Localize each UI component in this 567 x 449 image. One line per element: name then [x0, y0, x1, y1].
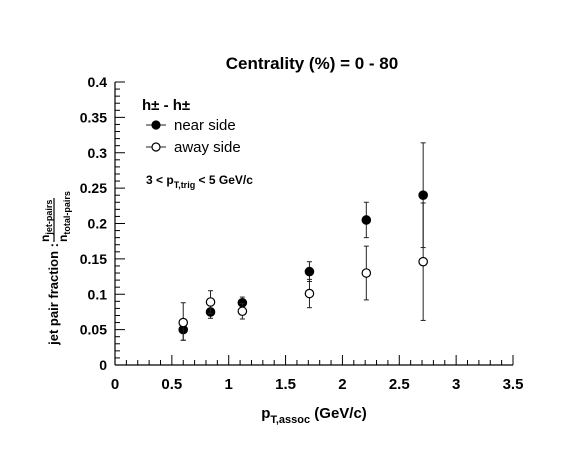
- y-axis-label-num-sub: jet-pairs: [44, 200, 54, 236]
- y-tick-label: 0.1: [88, 286, 108, 302]
- y-tick-label: 0.25: [80, 180, 107, 196]
- x-axis-label: pT,assoc (GeV/c): [261, 405, 367, 426]
- y-axis-label-numerator: njet-pairs: [38, 200, 54, 242]
- trigger-annotation-sub: T,trig: [174, 180, 196, 190]
- y-axis-label-den-main: n: [56, 235, 70, 242]
- y-tick-label: 0.15: [80, 251, 107, 267]
- legend-item: near side: [146, 117, 236, 134]
- y-tick-label: 0.4: [88, 74, 108, 90]
- legend: h± - h± near side away side 3 < pT,trig <…: [142, 97, 253, 190]
- data-point-filled: [304, 266, 315, 277]
- y-axis-label-num-main: n: [38, 235, 52, 242]
- data-point-open: [205, 297, 216, 307]
- legend-marker-open: [151, 142, 161, 152]
- ticks: 0 0.5 1 1.5 2 2.5 3 3.5 0 0.05 0.1 0.15 0.2 0.25 0.3 0.…: [80, 74, 524, 393]
- y-tick-label: 0.05: [80, 322, 107, 338]
- legend-header: h± - h±: [142, 97, 190, 114]
- x-axis-label-main: p: [261, 405, 270, 422]
- legend-label: near side: [174, 117, 236, 134]
- y-axis-label-denominator: ntotal-pairs: [56, 191, 72, 242]
- plot-area: [178, 142, 428, 341]
- x-axis-label-tail: (GeV/c): [310, 405, 367, 422]
- data-point-filled: [361, 215, 372, 225]
- x-tick-label: 0.5: [161, 376, 182, 393]
- data-point-open: [361, 268, 372, 278]
- x-tick-label: 1: [225, 376, 233, 393]
- y-tick-label: 0.2: [88, 216, 108, 232]
- x-tick-label: 1.5: [275, 376, 296, 393]
- x-tick-label: 2.5: [389, 376, 410, 393]
- y-tick-label: 0: [99, 357, 107, 373]
- x-tick-label: 3.5: [503, 376, 524, 393]
- y-axis-label-den-sub: total-pairs: [62, 191, 72, 235]
- y-axis-label-main: jet pair fraction :: [46, 243, 61, 346]
- legend-label: away side: [174, 139, 241, 156]
- legend-marker-filled: [151, 120, 161, 130]
- legend-item: away side: [146, 139, 241, 156]
- data-point-open: [418, 256, 428, 267]
- y-axis-label: jet pair fraction : njet-pairs ntotal-pa…: [38, 191, 72, 346]
- series-away-side: [178, 202, 428, 341]
- x-tick-label: 3: [452, 376, 460, 393]
- x-tick-label: 0: [111, 376, 119, 393]
- x-axis-label-sub: T,assoc: [270, 414, 310, 426]
- y-tick-label: 0.3: [88, 145, 108, 161]
- trigger-annotation-post: < 5 GeV/c: [195, 173, 253, 187]
- trigger-annotation-pre: 3 < p: [146, 173, 174, 187]
- data-point-open: [237, 306, 248, 317]
- data-point-open: [178, 317, 189, 328]
- legend-items: near side away side: [146, 117, 241, 156]
- x-tick-label: 2: [338, 376, 346, 393]
- data-point-filled: [418, 190, 428, 200]
- trigger-annotation: 3 < pT,trig < 5 GeV/c: [146, 173, 253, 190]
- chart-title: Centrality (%) = 0 - 80: [226, 54, 398, 73]
- y-tick-label: 0.35: [80, 109, 107, 125]
- data-point-open: [304, 288, 315, 299]
